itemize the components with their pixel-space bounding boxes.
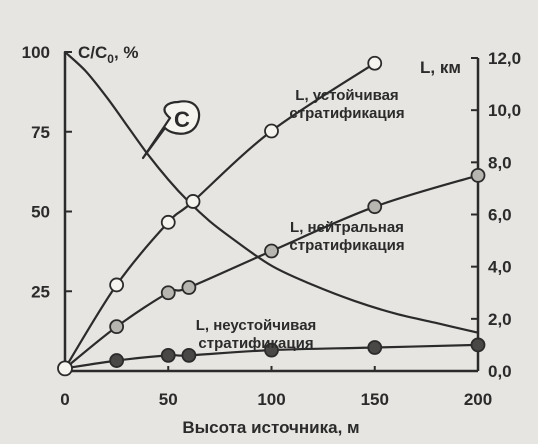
series-line-0 [63,50,480,334]
y-right-tick-label: 10,0 [488,101,521,120]
data-point [109,353,125,368]
stable-label-line1: L, устойчивая [295,87,398,104]
data-point [367,55,383,71]
data-point [264,123,279,139]
y-right-tick-label: 0,0 [488,362,512,381]
data-point [185,194,201,209]
origin-point [57,360,73,377]
data-point [109,319,125,335]
x-tick-label: 0 [60,390,69,409]
c-callout-label: С [174,107,190,132]
x-tick-label: 100 [257,390,285,409]
y-right-tick-label: 8,0 [488,153,512,172]
y-left-tick-label: 50 [31,203,50,222]
ticks: 0 50 100 150 200 100 75 50 25 12,0 10,0 8,0 6,0 4,0 2,… [22,43,521,409]
y-axis-left-title: С/С0, % [78,43,139,66]
data-point [160,285,176,301]
x-tick-label: 50 [159,390,178,409]
y-left-title-main: С/С [78,43,107,62]
unstable-label-line2: стратификация [198,335,313,352]
y-right-tick-label: 2,0 [488,310,512,329]
y-left-tick-label: 75 [31,123,50,142]
y-left-tick-label: 25 [31,282,50,301]
unstable-label-line1: L, неустойчивая [196,317,317,334]
data-point [181,347,197,363]
x-tick-label: 200 [464,390,492,409]
y-right-tick-label: 12,0 [488,49,521,68]
data-point [470,167,486,183]
neutral-label-line1: L, нейтральная [290,219,404,236]
data-point [367,340,383,355]
data-point [470,337,486,353]
data-point [160,347,176,363]
data-point [367,199,383,215]
data-point [264,243,279,259]
data-point [181,280,197,295]
data-point [109,277,125,293]
y-axis-right-title: L, км [420,58,461,77]
data-point [160,214,176,230]
series-markers [57,55,486,377]
neutral-label-line2: стратификация [289,237,404,254]
y-left-title-sub: 0 [107,52,114,66]
c-callout: С [141,100,201,160]
y-right-tick-label: 4,0 [488,258,512,277]
y-right-tick-label: 6,0 [488,206,512,225]
series-line-1 [63,62,376,370]
c-callout-bubble [141,100,201,160]
y-left-title-suffix: , % [114,43,139,62]
x-tick-label: 150 [361,390,389,409]
y-left-tick-label: 100 [22,43,50,62]
x-axis-title: Высота источника, м [182,418,359,437]
stable-label-line2: стратификация [289,105,404,122]
data-point [264,342,279,358]
